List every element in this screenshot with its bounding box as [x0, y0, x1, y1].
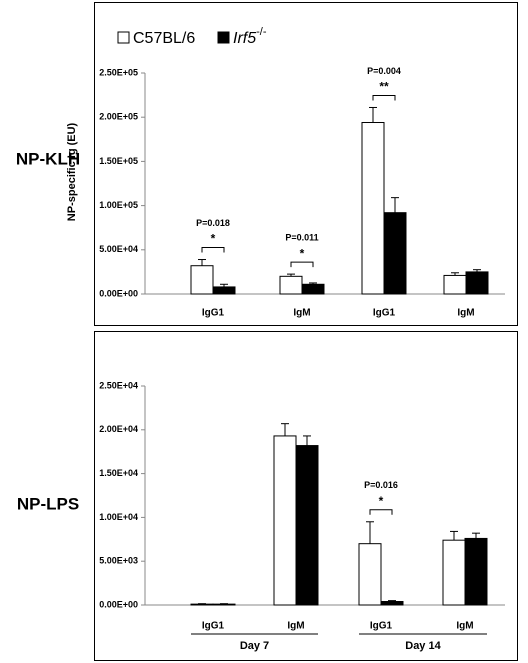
group-label: Day 14 [405, 640, 441, 652]
bar [273, 435, 297, 606]
stars: ** [379, 80, 389, 94]
x-tick-label: IgM [293, 308, 310, 319]
bar [190, 603, 214, 606]
stars: * [300, 246, 305, 260]
x-tick-label: IgM [287, 621, 304, 632]
bar [295, 445, 319, 606]
y-tick-label: 2.00E+05 [99, 112, 138, 122]
y-tick-label: 5.00E+03 [99, 556, 138, 566]
legend-label-sup: -/- [256, 26, 267, 38]
bracket [290, 261, 314, 268]
bar [383, 212, 407, 295]
y-tick-label: 1.50E+04 [99, 468, 138, 478]
y-tick-label: 1.00E+05 [99, 200, 138, 210]
bar [442, 539, 466, 606]
bracket [201, 247, 225, 253]
p-value: P=0.011 [285, 232, 318, 242]
x-tick-label: IgG1 [202, 308, 225, 319]
y-tick-label: 0.00E+00 [99, 288, 138, 298]
stars: * [211, 232, 216, 246]
group-label: Day 7 [240, 640, 269, 652]
y-tick-label: 2.00E+04 [99, 424, 138, 434]
bracket [369, 509, 393, 515]
y-tick-label: 2.50E+05 [99, 67, 138, 77]
y-axis-label: NP-specific Ig (EU) [66, 122, 78, 221]
x-tick-label: IgG1 [370, 621, 393, 632]
bracket [372, 94, 396, 101]
p-value: P=0.016 [364, 480, 398, 490]
bar [465, 271, 489, 295]
bar [361, 122, 385, 295]
x-tick-label: IgG1 [373, 308, 396, 319]
legend-label: C57BL/6 [133, 30, 195, 47]
bar [358, 543, 382, 606]
bar [212, 286, 236, 295]
y-tick-label: 5.00E+04 [99, 244, 138, 254]
p-value: P=0.004 [367, 66, 401, 76]
y-tick-label: 1.50E+05 [99, 156, 138, 166]
bar [301, 283, 325, 295]
x-tick-label: IgM [456, 621, 473, 632]
bar [380, 600, 404, 606]
legend-label: Irf5-/- [233, 26, 267, 47]
y-tick-label: 1.00E+04 [99, 512, 138, 522]
panel-label: NP-KLH [16, 149, 80, 168]
y-tick-label: 0.00E+00 [99, 599, 138, 609]
y-tick-label: 2.50E+04 [99, 380, 138, 390]
legend-label-base: Irf5 [233, 30, 256, 47]
legend-swatch [217, 31, 230, 44]
panel-label: NP-LPS [17, 494, 79, 513]
bar [190, 265, 214, 295]
bar [279, 275, 303, 295]
p-value: P=0.018 [196, 218, 230, 228]
x-tick-label: IgG1 [202, 621, 225, 632]
panel-frame [94, 2, 518, 326]
panel-frame [94, 331, 518, 661]
stars: * [379, 494, 384, 508]
bar [212, 603, 236, 606]
bar [443, 274, 467, 295]
legend-swatch [117, 31, 130, 44]
x-tick-label: IgM [457, 308, 474, 319]
bar [464, 537, 488, 606]
